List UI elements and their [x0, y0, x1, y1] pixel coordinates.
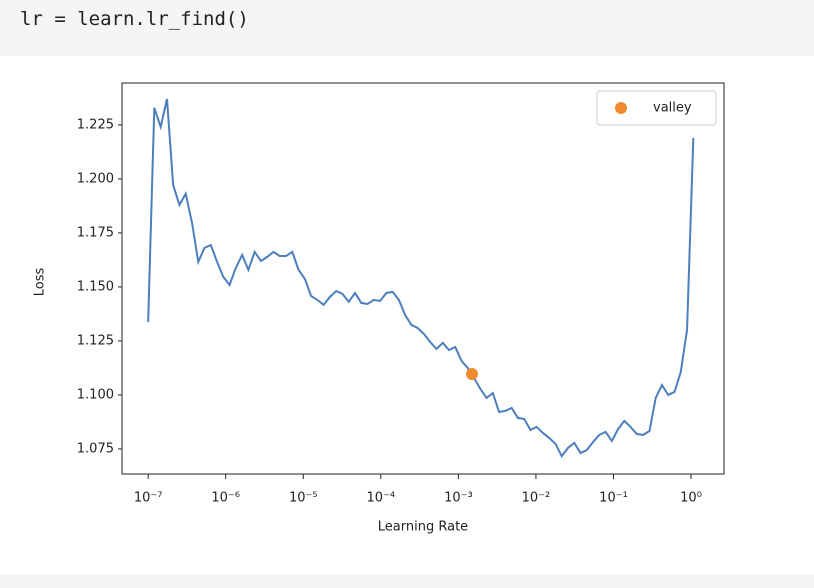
x-tick-label: 10⁻⁴	[367, 491, 396, 506]
y-tick-label: 1.225	[77, 117, 114, 132]
x-tick-label: 10⁰	[680, 491, 702, 506]
y-tick-label: 1.175	[77, 225, 114, 240]
chart: Learning Rate Loss 1.075 1.100 1.125 1.150 1…	[33, 82, 725, 535]
code-text: lr = learn.lr_find()	[20, 8, 249, 30]
plot-frame	[121, 82, 725, 475]
valley-point	[466, 367, 479, 380]
y-tick-label: 1.075	[77, 441, 114, 456]
loss-line	[147, 98, 695, 458]
x-axis-label: Learning Rate	[378, 520, 468, 535]
y-axis-label: Loss	[33, 268, 48, 297]
x-tick-label: 10⁻¹	[599, 491, 628, 506]
y-tick-label: 1.125	[77, 333, 114, 348]
x-tick-label: 10⁻⁶	[211, 491, 240, 506]
x-tick-label: 10⁻⁵	[289, 491, 318, 506]
legend-label: valley	[653, 101, 692, 116]
y-tick-label: 1.150	[77, 279, 114, 294]
code-cell[interactable]: lr = learn.lr_find()	[0, 0, 814, 56]
y-tick-label: 1.100	[77, 387, 114, 402]
x-tick-label: 10⁻³	[444, 491, 473, 506]
legend-box	[596, 90, 717, 126]
y-tick-label: 1.200	[77, 171, 114, 186]
x-tick-label: 10⁻²	[522, 491, 551, 506]
legend-marker	[615, 102, 627, 114]
x-tick-label: 10⁻⁷	[134, 491, 163, 506]
next-cell	[0, 574, 814, 588]
